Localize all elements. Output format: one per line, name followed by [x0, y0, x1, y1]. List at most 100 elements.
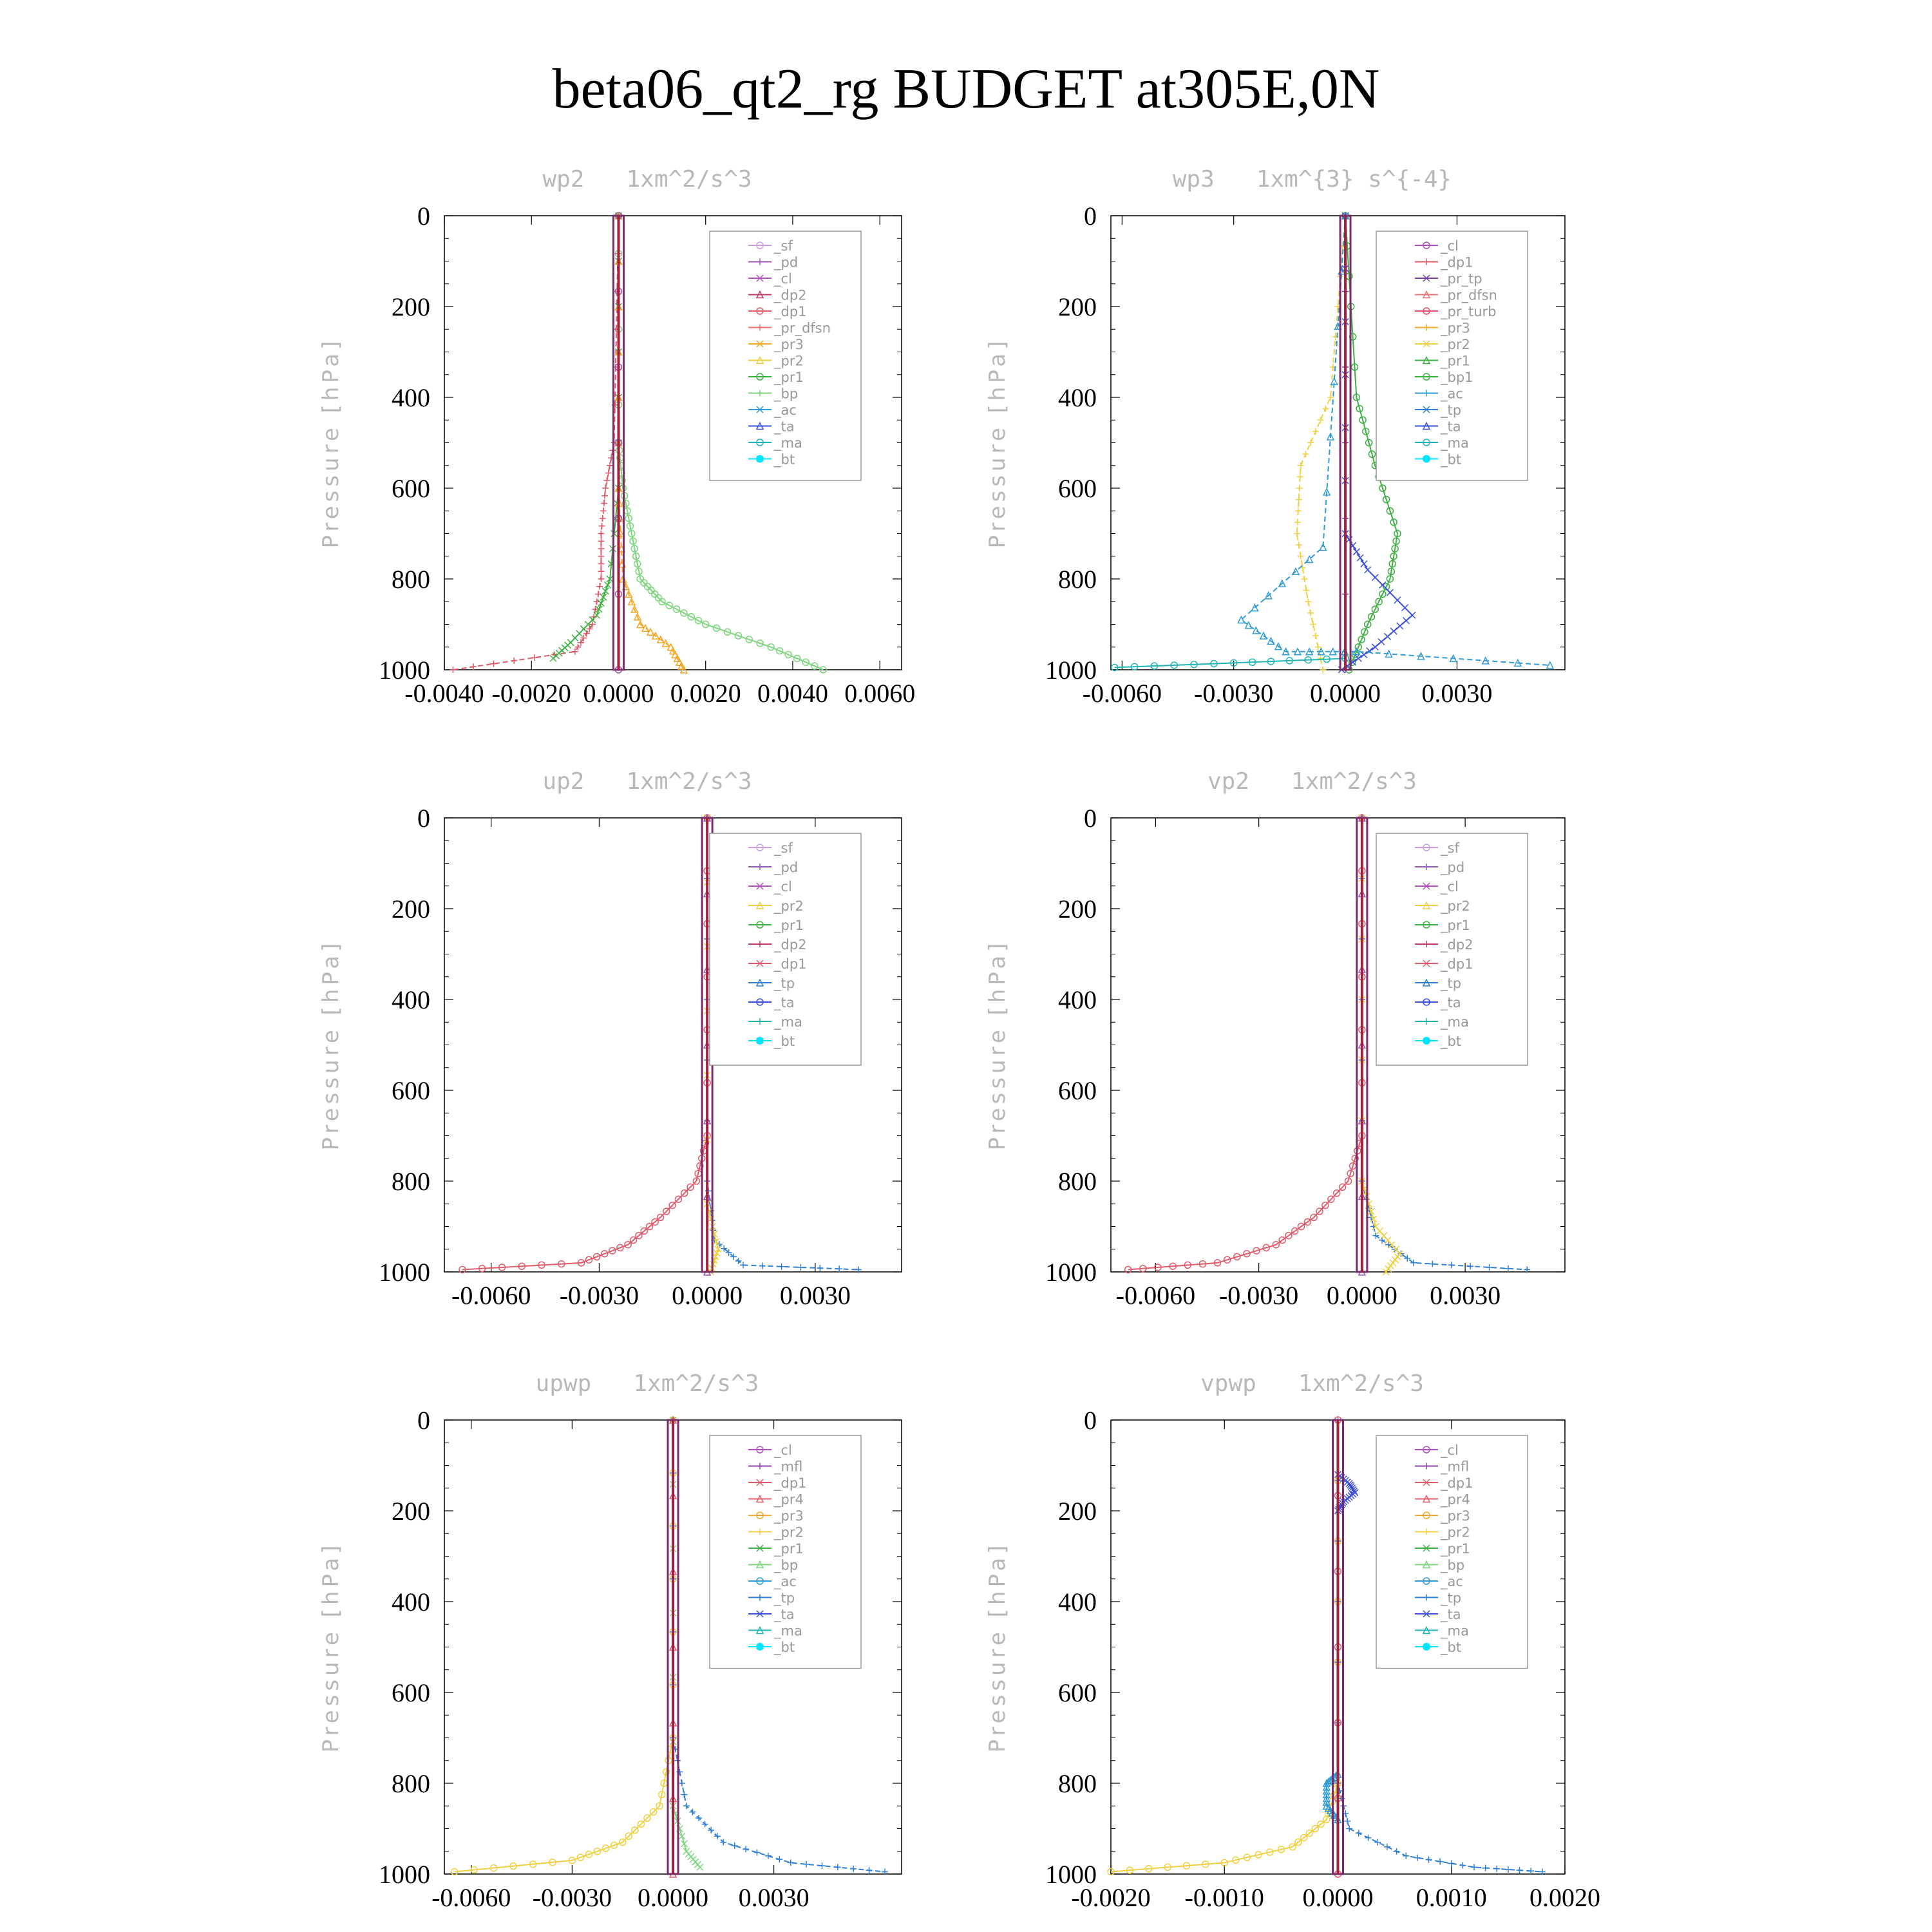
series-marker: [680, 1189, 688, 1197]
legend: _cl_mfl_dp1_pr4_pr3_pr2_pr1_bp_ac_tp_ta_…: [1376, 1435, 1528, 1669]
series-marker: [759, 1262, 766, 1269]
series-marker: [1223, 1256, 1231, 1264]
legend-marker: [755, 978, 764, 987]
series-marker: [651, 631, 660, 639]
series-marker: [1372, 1232, 1379, 1239]
y-tick-label: 400: [392, 985, 430, 1014]
legend-marker: [756, 340, 764, 348]
series-marker: [599, 515, 606, 522]
series-marker: [585, 1256, 593, 1264]
series-marker: [1305, 598, 1312, 605]
legend-label: _mfl: [773, 1459, 802, 1475]
y-tick-label: 1000: [379, 1860, 430, 1889]
y-tick-label: 600: [1058, 1076, 1097, 1105]
series-marker: [604, 581, 612, 589]
series-marker: [538, 1261, 545, 1269]
series-marker: [592, 1253, 601, 1261]
series-marker: [1312, 632, 1319, 639]
chart-title: vpwp 1xm^2/s^3: [1200, 1370, 1424, 1397]
legend-label: _pr4: [773, 1492, 804, 1508]
series-marker: [1387, 1262, 1394, 1270]
chart-title: vp2 1xm^2/s^3: [1208, 768, 1417, 795]
chart-panel-1: wp2 1xm^2/s^3 Pressure [hPa] 0 200 400 600 800…: [318, 166, 915, 708]
legend-marker: [756, 406, 764, 413]
series-marker: [529, 1860, 537, 1868]
x-tick-label: 0.0000: [1303, 1883, 1374, 1912]
legend-marker: [1423, 1544, 1430, 1552]
series-marker: [1259, 631, 1268, 639]
series-marker: [1417, 652, 1425, 660]
legend-marker: [756, 242, 764, 249]
series-marker: [1524, 1266, 1531, 1273]
series-marker: [1354, 654, 1362, 662]
legend-label: _tp: [1440, 976, 1461, 992]
legend-label: _pr1: [773, 370, 804, 386]
legend-marker: [756, 439, 764, 446]
y-tick-label: 400: [1058, 1587, 1097, 1616]
y-tick-label: 0: [417, 1406, 430, 1435]
legend-label: _pr_tp: [1440, 271, 1482, 287]
series-marker: [1322, 405, 1329, 412]
series-marker: [1388, 560, 1397, 568]
series-marker: [720, 1839, 727, 1846]
series-marker: [1358, 636, 1365, 643]
series-marker: [629, 1236, 638, 1244]
series-marker: [1394, 1253, 1401, 1261]
chart-panel-5: upwp 1xm^2/s^3 Pressure [hPa] 0 200 400 600 80…: [318, 1370, 902, 1912]
legend-label: _sf: [1440, 840, 1459, 857]
legend-label: _ta: [1440, 995, 1461, 1011]
series-marker: [598, 568, 605, 575]
series-marker: [1233, 1253, 1241, 1261]
series-marker: [489, 1864, 498, 1872]
series-marker: [1539, 1868, 1546, 1875]
series-marker: [701, 1821, 708, 1828]
y-tick-label: 600: [392, 1076, 430, 1105]
series-marker: [1277, 1846, 1285, 1853]
series-marker: [1190, 661, 1198, 668]
series-marker: [1244, 620, 1253, 629]
series-marker: [1389, 1259, 1397, 1267]
legend-label: _dp1: [1440, 255, 1473, 271]
legend-marker: [757, 390, 763, 397]
series-marker: [680, 1840, 688, 1848]
series-marker: [1394, 529, 1401, 538]
series-marker: [635, 567, 643, 575]
series-marker: [1170, 661, 1178, 669]
series-marker: [1164, 1863, 1171, 1871]
legend-marker: [1423, 406, 1430, 413]
series-marker: [1347, 1170, 1354, 1177]
series-marker: [680, 609, 688, 617]
series-marker: [661, 639, 670, 647]
y-tick-label: 200: [1058, 1497, 1097, 1526]
series-marker: [1272, 1240, 1280, 1249]
series-marker: [881, 1868, 888, 1875]
legend-label: _dp1: [1440, 1475, 1473, 1492]
x-tick-label: 0.0030: [739, 1883, 810, 1912]
series-marker: [665, 601, 674, 609]
legend-marker: [1423, 307, 1430, 315]
series-marker: [1243, 1853, 1251, 1861]
legend-marker: [1423, 1528, 1430, 1535]
legend-marker: [1422, 421, 1431, 430]
series-marker: [1111, 663, 1119, 672]
y-tick-label: 800: [392, 1769, 430, 1798]
y-tick-label: 800: [1058, 565, 1097, 594]
series-marker: [600, 500, 607, 507]
series-marker: [1528, 1868, 1535, 1875]
series-marker: [1303, 1218, 1312, 1226]
legend-label: _pr1: [1440, 1541, 1470, 1557]
legend-label: _ac: [1440, 386, 1463, 402]
series-marker: [1513, 658, 1522, 667]
series-marker: [1371, 574, 1379, 582]
series-marker: [651, 1218, 659, 1226]
series-marker: [490, 660, 497, 667]
x-tick-label: 0.0000: [638, 1883, 708, 1912]
series-marker: [694, 616, 703, 625]
legend-label: _ac: [773, 402, 797, 419]
series-marker: [1294, 518, 1301, 526]
legend-marker: [755, 355, 764, 365]
series-marker: [1293, 647, 1302, 656]
series-marker: [725, 1249, 732, 1256]
series-marker: [610, 1841, 618, 1850]
series-marker: [1329, 647, 1338, 656]
